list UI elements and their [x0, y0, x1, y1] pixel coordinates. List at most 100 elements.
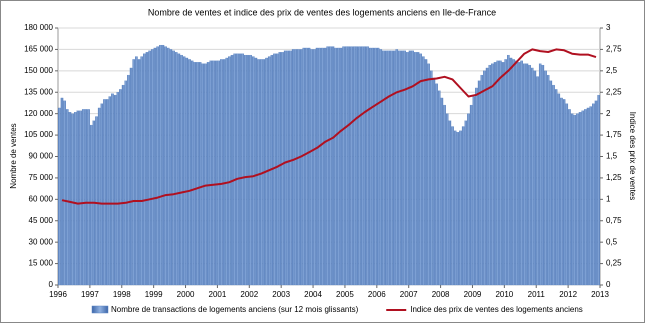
bar [419, 53, 422, 286]
bar [257, 59, 260, 286]
bar [81, 109, 85, 286]
bar [313, 49, 316, 286]
bar [475, 87, 478, 286]
bar [281, 52, 284, 286]
y2-tick-label: 1,25 [606, 173, 622, 182]
bar [347, 46, 351, 286]
bar [339, 47, 343, 286]
y-tick-label: 90 000 [29, 152, 54, 161]
bar [554, 89, 558, 286]
bar [398, 50, 401, 286]
bar [321, 47, 324, 286]
bar [190, 60, 194, 286]
bar [73, 112, 77, 286]
bar [384, 50, 388, 286]
bar [581, 110, 585, 286]
bar [379, 49, 383, 286]
x-tick-label: 2002 [240, 290, 258, 299]
y-axis-title: Nombre de ventes [9, 123, 18, 188]
y-tick-label: 105 000 [24, 130, 53, 139]
bar [119, 89, 122, 286]
bar [241, 53, 244, 286]
bar [477, 80, 481, 286]
bar [368, 47, 372, 286]
bar [403, 50, 406, 286]
bar [586, 107, 590, 286]
bar [212, 60, 215, 286]
bar [597, 94, 600, 286]
y2-axis-title: Indice des prix de ventes [628, 112, 637, 201]
x-tick-label: 2009 [464, 290, 482, 299]
bar [161, 44, 165, 286]
bar [180, 54, 183, 286]
line [61, 48, 597, 205]
bar [456, 132, 460, 286]
bar [350, 46, 353, 286]
bar [461, 126, 465, 286]
bar [84, 109, 88, 286]
bar [100, 103, 104, 286]
bar [592, 103, 595, 286]
bar [528, 64, 531, 286]
bar [568, 109, 571, 286]
bar [222, 59, 226, 286]
y-tick-label: 165 000 [24, 45, 53, 54]
bar [166, 47, 170, 286]
bar [66, 109, 69, 286]
bar [533, 70, 537, 286]
bar [515, 60, 518, 286]
bar [360, 46, 364, 286]
bar [366, 46, 369, 286]
x-tick-label: 1996 [49, 290, 67, 299]
x-tick-label: 2004 [304, 290, 322, 299]
bar [491, 63, 494, 286]
y-tick-label: 150 000 [24, 66, 53, 75]
bar [483, 70, 486, 286]
bar [453, 130, 457, 286]
bar [570, 113, 574, 286]
bar [188, 59, 191, 286]
y-tick-label: 75 000 [29, 173, 54, 182]
bar [363, 46, 367, 286]
bar [206, 62, 210, 286]
y-tick-label: 0 [49, 280, 54, 289]
y-tick-label: 45 000 [29, 216, 54, 225]
x-tick-label: 2001 [209, 290, 227, 299]
bar [329, 46, 332, 286]
bar [209, 60, 213, 286]
y-tick-label: 135 000 [24, 87, 53, 96]
bar [228, 56, 231, 286]
bar [87, 109, 90, 286]
y2-tick-label: 2,75 [606, 45, 622, 54]
bar [185, 57, 189, 286]
x-tick-label: 2008 [432, 290, 450, 299]
bar [549, 80, 553, 286]
bar [584, 109, 587, 286]
bar [63, 100, 66, 286]
bar [485, 67, 489, 286]
bar [143, 53, 146, 286]
bar [496, 60, 499, 286]
y2-tick-label: 0,25 [606, 259, 622, 268]
bar [164, 46, 167, 286]
bar [523, 63, 526, 286]
bar [105, 99, 109, 286]
x-tick-label: 2003 [272, 290, 290, 299]
bar [297, 49, 300, 286]
bar [565, 103, 569, 286]
bar [113, 94, 117, 286]
bar [472, 96, 476, 286]
bar [512, 59, 515, 286]
bar [469, 104, 473, 286]
bar [422, 56, 425, 286]
bar [140, 56, 143, 286]
bar [283, 50, 287, 286]
bar [594, 100, 598, 286]
bar [214, 60, 218, 286]
y-tick-label: 30 000 [29, 237, 54, 246]
bar [169, 49, 173, 286]
bar [392, 50, 396, 286]
bar [416, 52, 420, 286]
bar [578, 112, 582, 286]
